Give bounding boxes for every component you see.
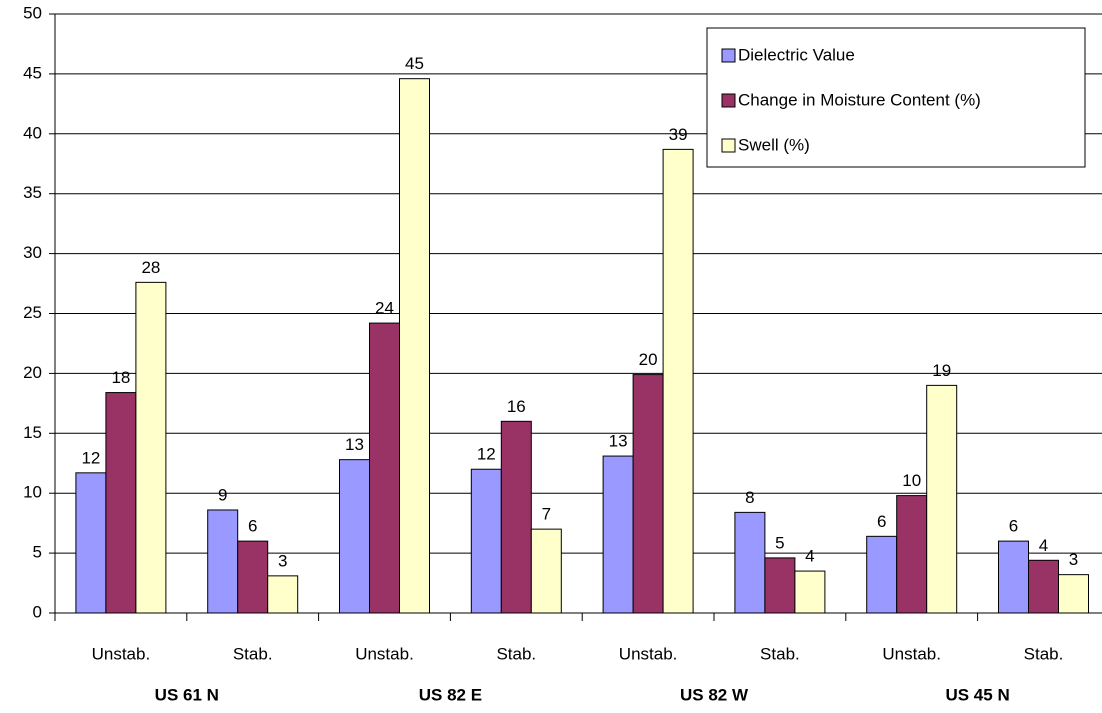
bar [530,528,562,614]
data-label: 6 [1009,517,1018,536]
data-label: 39 [669,125,688,144]
bar [267,575,299,614]
bar [734,511,766,614]
y-tick-label: 25 [23,303,42,322]
x-tick-label: Unstab. [92,644,151,663]
data-label: 28 [141,258,160,277]
bar [794,570,826,614]
y-tick-label: 15 [23,423,42,442]
bar [237,540,269,614]
x-tick-label: Stab. [233,644,273,663]
data-label: 4 [1039,536,1048,555]
x-tick-label: Stab. [760,644,800,663]
data-label: 6 [877,512,886,531]
legend-swatch [721,93,736,108]
bar [998,540,1029,614]
group-label: US 61 N [155,685,219,704]
bar [602,455,634,614]
group-label: US 82 W [680,685,749,704]
bar [632,374,664,614]
bar [470,468,502,614]
group-label: US 82 E [419,685,482,704]
data-label: 5 [775,533,784,552]
y-tick-label: 5 [33,543,42,562]
data-label: 7 [542,505,551,524]
x-tick-label: Stab. [496,644,536,663]
bar [1058,574,1089,614]
data-label: 3 [278,551,287,570]
x-tick-label: Unstab. [619,644,678,663]
legend-swatch [721,48,736,63]
bar [105,392,137,614]
bar [369,322,400,614]
legend-label: Swell (%) [738,135,810,154]
y-tick-label: 40 [23,123,42,142]
data-label: 12 [477,445,496,464]
x-tick-label: Unstab. [882,644,941,663]
data-label: 8 [745,488,754,507]
y-tick-label: 0 [33,602,42,621]
bar [926,384,958,614]
data-label: 18 [111,368,130,387]
data-label: 20 [639,350,658,369]
data-label: 13 [609,432,628,451]
bar [500,420,532,614]
data-label: 24 [375,299,394,318]
y-tick-label: 20 [23,363,42,382]
bar [339,459,370,614]
bar [1028,559,1059,614]
y-tick-label: 50 [23,3,42,22]
x-tick-label: Unstab. [355,644,414,663]
bar [135,281,167,614]
legend-label: Change in Moisture Content (%) [738,90,981,109]
y-tick-label: 10 [23,483,42,502]
bar [662,148,694,614]
group-label: US 45 N [945,685,1009,704]
bar [75,472,107,614]
bar [399,78,430,614]
data-label: 10 [902,471,921,490]
data-label: 45 [405,54,424,73]
data-label: 6 [248,517,257,536]
data-label: 19 [932,361,951,380]
data-label: 9 [218,485,227,504]
data-label: 3 [1069,550,1078,569]
y-tick-label: 45 [23,63,42,82]
y-tick-label: 30 [23,243,42,262]
bar [207,509,239,614]
bar [764,557,796,614]
bar [866,535,898,614]
legend-box [706,27,1086,168]
data-label: 4 [805,547,814,566]
data-label: 16 [507,397,526,416]
data-label: 12 [81,448,100,467]
data-label: 13 [345,435,364,454]
x-tick-label: Stab. [1024,644,1064,663]
legend-label: Dielectric Value [738,45,855,64]
bar [896,495,928,614]
legend-swatch [721,138,736,153]
y-tick-label: 35 [23,183,42,202]
